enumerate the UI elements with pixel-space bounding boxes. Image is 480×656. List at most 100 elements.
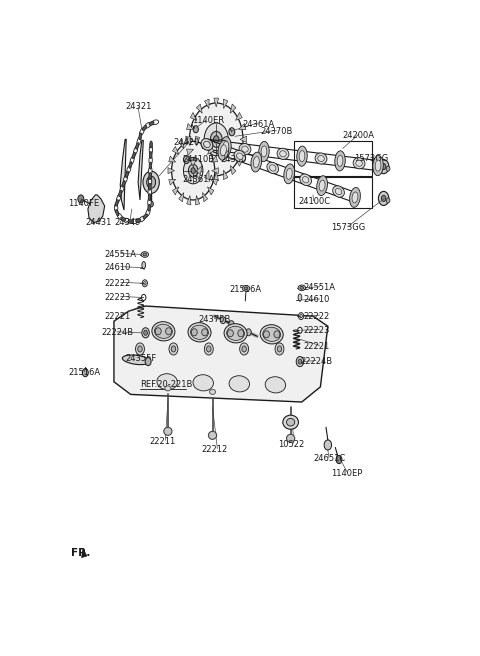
Polygon shape [230, 104, 236, 113]
Ellipse shape [137, 137, 141, 146]
Ellipse shape [270, 165, 276, 171]
Text: 1140EP: 1140EP [332, 469, 363, 478]
Ellipse shape [251, 152, 262, 172]
Text: 24321: 24321 [125, 102, 152, 111]
Circle shape [183, 155, 190, 163]
Circle shape [382, 195, 386, 201]
Ellipse shape [220, 145, 227, 155]
Text: 22224B: 22224B [300, 357, 332, 366]
Ellipse shape [127, 165, 131, 174]
Circle shape [144, 281, 146, 285]
Ellipse shape [117, 194, 120, 203]
Text: 24651C: 24651C [313, 454, 345, 463]
Polygon shape [203, 192, 208, 202]
Ellipse shape [157, 374, 178, 390]
Ellipse shape [356, 160, 362, 167]
Circle shape [246, 329, 251, 336]
Text: FR.: FR. [71, 548, 91, 558]
Ellipse shape [149, 162, 152, 169]
Text: 22221: 22221 [105, 312, 131, 321]
Ellipse shape [188, 323, 211, 342]
Ellipse shape [201, 138, 213, 150]
Ellipse shape [149, 152, 152, 159]
Circle shape [229, 321, 234, 328]
Ellipse shape [193, 375, 214, 391]
Ellipse shape [244, 287, 248, 290]
Ellipse shape [149, 145, 153, 154]
Ellipse shape [116, 209, 119, 216]
Polygon shape [195, 136, 200, 146]
Polygon shape [179, 192, 184, 202]
Circle shape [78, 195, 84, 203]
Polygon shape [190, 158, 197, 166]
Ellipse shape [148, 177, 152, 186]
Circle shape [324, 440, 332, 450]
Ellipse shape [333, 186, 344, 197]
Ellipse shape [221, 136, 231, 157]
Ellipse shape [114, 203, 118, 213]
Ellipse shape [283, 415, 299, 429]
Ellipse shape [149, 173, 152, 180]
Text: REF.20-221B: REF.20-221B [140, 380, 192, 389]
Polygon shape [138, 140, 144, 200]
Ellipse shape [201, 139, 213, 150]
Circle shape [229, 128, 235, 136]
Text: 22211: 22211 [149, 437, 176, 446]
Ellipse shape [149, 167, 152, 175]
Ellipse shape [204, 141, 210, 148]
Ellipse shape [238, 330, 244, 337]
Ellipse shape [277, 148, 289, 159]
Ellipse shape [120, 184, 124, 193]
Ellipse shape [122, 180, 125, 187]
Text: 22222: 22222 [304, 312, 330, 321]
Text: 22212: 22212 [202, 445, 228, 454]
Ellipse shape [223, 141, 229, 152]
Ellipse shape [352, 192, 358, 203]
Ellipse shape [237, 153, 243, 159]
Ellipse shape [253, 157, 259, 167]
Circle shape [191, 168, 195, 174]
Text: 24551A: 24551A [304, 283, 336, 293]
Ellipse shape [143, 125, 147, 131]
Ellipse shape [140, 128, 144, 136]
Ellipse shape [373, 155, 384, 176]
Polygon shape [187, 136, 191, 146]
Ellipse shape [208, 431, 216, 440]
Ellipse shape [287, 419, 295, 426]
Ellipse shape [155, 324, 172, 338]
Text: 24349: 24349 [114, 218, 140, 227]
Ellipse shape [302, 176, 309, 183]
Circle shape [183, 157, 203, 184]
Ellipse shape [123, 218, 130, 223]
Circle shape [145, 358, 151, 365]
Ellipse shape [298, 285, 306, 291]
Circle shape [378, 159, 389, 174]
Polygon shape [230, 165, 236, 174]
Ellipse shape [202, 329, 208, 336]
Ellipse shape [192, 329, 197, 336]
Ellipse shape [141, 252, 148, 257]
Ellipse shape [335, 151, 345, 171]
Circle shape [206, 346, 211, 352]
Ellipse shape [145, 209, 150, 216]
Ellipse shape [119, 190, 122, 197]
Circle shape [299, 313, 304, 319]
Circle shape [142, 279, 147, 287]
Ellipse shape [224, 323, 247, 343]
Ellipse shape [148, 188, 151, 197]
Polygon shape [120, 139, 126, 210]
Text: 22224B: 22224B [101, 328, 133, 337]
Ellipse shape [115, 199, 119, 206]
Circle shape [378, 192, 389, 205]
Circle shape [336, 455, 342, 464]
Polygon shape [114, 306, 328, 402]
Text: 1573GG: 1573GG [332, 223, 366, 232]
Ellipse shape [280, 151, 286, 157]
Polygon shape [172, 146, 179, 154]
Circle shape [238, 325, 243, 332]
Polygon shape [169, 179, 176, 185]
Polygon shape [168, 168, 175, 174]
Polygon shape [186, 136, 192, 142]
Polygon shape [223, 99, 228, 109]
Text: 22222: 22222 [105, 279, 131, 288]
